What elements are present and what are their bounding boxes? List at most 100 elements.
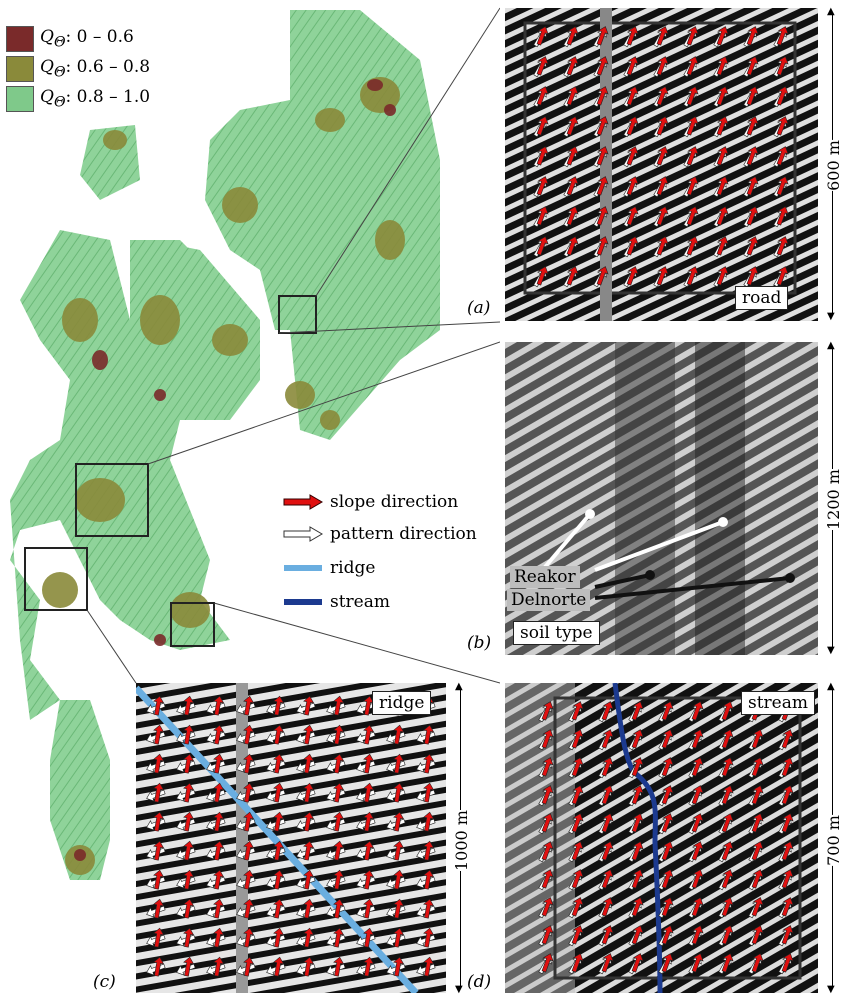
slope-arrow [566, 56, 579, 76]
slope-arrow [183, 840, 195, 861]
slope-arrow [751, 953, 764, 973]
slope-arrow [566, 236, 579, 256]
slope-arrow [153, 724, 165, 745]
slope-arrow [691, 701, 704, 721]
legend-ridge-label: ridge [330, 558, 376, 578]
slope-arrow [566, 176, 579, 196]
slope-arrow [721, 925, 734, 945]
slope-arrow [656, 56, 669, 76]
slope-arrow [656, 146, 669, 166]
slope-arrow [303, 724, 315, 745]
slope-arrow [626, 26, 639, 46]
slope-arrow [273, 840, 285, 861]
slope-arrow [721, 785, 734, 805]
slope-arrow [541, 813, 554, 833]
white-arrow-icon [283, 526, 323, 542]
ridge-line-icon [284, 565, 322, 571]
slope-arrow [273, 782, 285, 803]
slope-arrow [243, 753, 255, 774]
slope-arrow [153, 811, 165, 832]
panel-a-label: (a) [467, 298, 491, 318]
slope-arrow [183, 724, 195, 745]
panel-a-map [505, 8, 818, 321]
slope-arrow [303, 695, 315, 716]
panel-a-tag: road [735, 286, 789, 310]
slope-arrow [213, 811, 225, 832]
slope-arrow [273, 695, 285, 716]
slope-arrow [243, 782, 255, 803]
key-item-mid: QΘ: 0.6 – 0.8 [6, 56, 150, 82]
slope-arrow [691, 813, 704, 833]
slope-arrow [333, 869, 345, 890]
slope-arrow [571, 897, 584, 917]
slope-arrow [541, 925, 554, 945]
slope-arrow [721, 953, 734, 973]
slope-arrow [661, 925, 674, 945]
slope-arrow [721, 869, 734, 889]
slope-arrow [571, 729, 584, 749]
slope-arrow [153, 840, 165, 861]
slope-arrow [691, 785, 704, 805]
slope-arrow [183, 782, 195, 803]
slope-arrow [631, 813, 644, 833]
slope-arrow [716, 86, 729, 106]
soil-delnorte: Delnorte [507, 589, 591, 611]
slope-arrow [716, 176, 729, 196]
slope-arrow [686, 146, 699, 166]
slope-arrow [213, 782, 225, 803]
slope-arrow [656, 236, 669, 256]
slope-arrow [721, 701, 734, 721]
slope-arrow [686, 176, 699, 196]
slope-arrow [746, 176, 759, 196]
slope-arrow [691, 897, 704, 917]
slope-arrow [716, 146, 729, 166]
slope-arrow [183, 927, 195, 948]
slope-arrow [746, 206, 759, 226]
slope-arrow [571, 869, 584, 889]
legend-pattern-label: pattern direction [330, 524, 477, 544]
slope-arrow [716, 266, 729, 286]
slope-arrow [781, 841, 794, 861]
slope-arrow [776, 56, 789, 76]
slope-arrow [273, 811, 285, 832]
slope-arrow [571, 841, 584, 861]
slope-arrow [303, 753, 315, 774]
slope-arrow [333, 724, 345, 745]
slope-arrow [363, 927, 375, 948]
slope-arrow [541, 729, 554, 749]
slope-arrow [536, 56, 549, 76]
slope-arrow [661, 785, 674, 805]
slope-arrow [661, 757, 674, 777]
key-label: QΘ: 0 – 0.6 [40, 27, 134, 51]
slope-arrow [661, 729, 674, 749]
slope-arrow [536, 206, 549, 226]
slope-arrow [566, 26, 579, 46]
panel-c-image [136, 683, 446, 993]
slope-arrow [661, 701, 674, 721]
slope-arrow [721, 841, 734, 861]
slope-arrow [626, 236, 639, 256]
slope-arrow [691, 869, 704, 889]
slope-arrow [686, 86, 699, 106]
slope-arrow [781, 869, 794, 889]
slope-arrow [781, 729, 794, 749]
slope-arrow [631, 869, 644, 889]
slope-arrow [571, 757, 584, 777]
slope-arrow [781, 953, 794, 973]
slope-arrow [536, 266, 549, 286]
slope-arrow [631, 841, 644, 861]
slope-arrow [751, 785, 764, 805]
slope-arrow [596, 146, 609, 166]
slope-arrow [721, 897, 734, 917]
slope-arrow [746, 86, 759, 106]
slope-arrow [721, 757, 734, 777]
legend-ridge: ridge [282, 556, 375, 580]
panel-c-map [136, 683, 446, 993]
panel-c-scale: ▲ ▼ 1000 m [451, 681, 471, 995]
slope-arrow [541, 701, 554, 721]
slope-arrow [776, 86, 789, 106]
slope-arrow [423, 840, 435, 861]
legend-pattern: pattern direction [282, 522, 477, 546]
slope-arrow [536, 176, 549, 196]
slope-arrow [536, 116, 549, 136]
